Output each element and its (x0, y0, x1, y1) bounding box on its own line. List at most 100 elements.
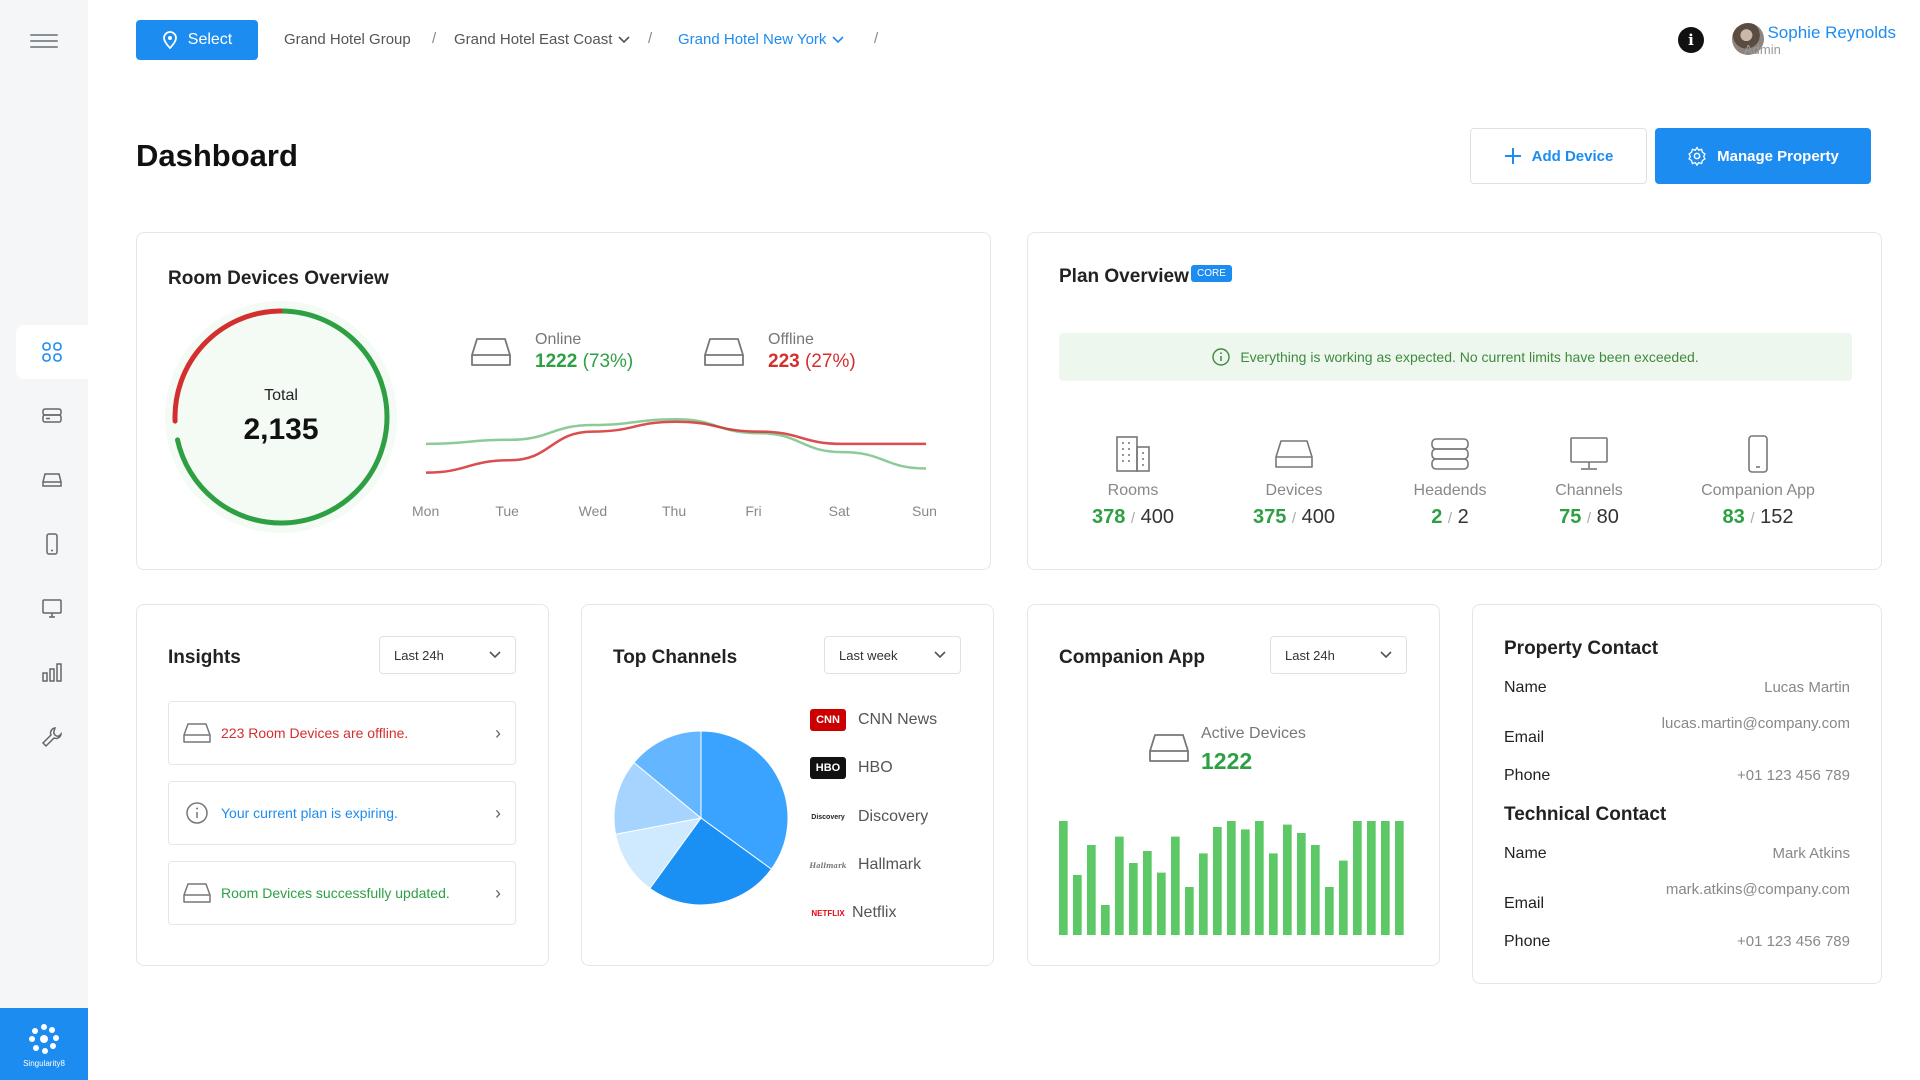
contact-email-link[interactable]: mark.atkins@company.com (1665, 881, 1850, 898)
online-offline-line-chart (425, 418, 927, 474)
companion-title: Companion App (1059, 647, 1205, 668)
bar (1059, 821, 1068, 935)
plan-headends-label: Headends (1413, 482, 1487, 499)
bar (1255, 821, 1264, 935)
phone-icon (1748, 435, 1768, 473)
plan-companion: Companion App 83 / 152 (1683, 433, 1833, 529)
breadcrumb-region-label: Grand Hotel East Coast (454, 31, 613, 48)
online-value: 1222 (535, 351, 578, 372)
topbar: Select Grand Hotel Group / Grand Hotel E… (136, 20, 1920, 60)
companion-range-dropdown[interactable]: Last 24h (1270, 636, 1407, 674)
breadcrumb-region[interactable]: Grand Hotel East Coast (454, 31, 630, 48)
plan-headends-limit: 2 (1457, 506, 1469, 528)
bar (1171, 836, 1180, 935)
day-tick-label: Sat (828, 503, 850, 519)
contact-email-link[interactable]: lucas.martin@company.com (1661, 715, 1850, 732)
chevron-down-icon (832, 35, 844, 43)
property-contact-email: Email lucas.martin@company.com (1504, 715, 1850, 747)
bar (1395, 821, 1404, 935)
plan-channels-label: Channels (1555, 482, 1623, 499)
plan-rooms-limit: 400 (1140, 506, 1175, 528)
manage-property-label: Manage Property (1717, 147, 1839, 165)
insight-offline[interactable]: 223 Room Devices are offline. › (168, 701, 516, 765)
nav-headends-icon[interactable] (16, 389, 88, 443)
channel-discovery: Discovery Discovery (810, 806, 928, 828)
nav-devices-icon[interactable] (16, 453, 88, 507)
active-devices-label: Active Devices (1201, 725, 1306, 742)
chevron-down-icon (489, 651, 501, 659)
property-contact-phone: Phone +01 123 456 789 (1504, 767, 1850, 785)
property-contact-name: Name Lucas Martin (1504, 679, 1850, 697)
online-stat-text: Online 1222 (73%) (535, 331, 633, 373)
channels-range-dropdown[interactable]: Last week (824, 636, 961, 674)
bar (1241, 829, 1250, 935)
server-stack-icon (1431, 438, 1469, 470)
pie-slice (633, 730, 702, 820)
technical-contact-email: Email mark.atkins@company.com (1504, 881, 1850, 913)
bar (1297, 833, 1306, 935)
hamburger-menu-icon[interactable] (30, 30, 58, 52)
nav-wrench-icon[interactable] (16, 709, 88, 763)
channel-cnn-name: CNN News (858, 711, 938, 728)
device-icon (1275, 440, 1313, 468)
contact-value: +01 123 456 789 (1736, 767, 1850, 784)
bar (1367, 821, 1376, 935)
channel-hallmark-name: Hallmark (858, 856, 922, 873)
bar (1353, 821, 1362, 935)
channel-hbo-name: HBO (858, 759, 893, 776)
plan-companion-label: Companion App (1701, 482, 1815, 499)
plan-overview-card: Plan Overview CORE Everything is working… (1027, 232, 1882, 570)
device-icon (471, 338, 511, 366)
nav-dashboard-icon[interactable] (16, 325, 88, 379)
cnn-logo-icon: CNN (810, 709, 846, 731)
hbo-logo-icon: HBO (810, 757, 846, 779)
info-icon[interactable]: i (1678, 27, 1704, 53)
day-tick-label: Thu (662, 503, 687, 519)
user-name[interactable]: Sophie Reynolds (1767, 23, 1896, 42)
contact-key: Name (1504, 845, 1547, 862)
device-icon (1149, 734, 1189, 762)
breadcrumb-property[interactable]: Grand Hotel New York (678, 31, 844, 48)
insight-plan[interactable]: Your current plan is expiring. › (168, 781, 516, 845)
building-icon (1116, 436, 1150, 472)
brand-logo[interactable]: Singularity8 (0, 1008, 88, 1080)
info-circle-icon (1212, 348, 1231, 366)
gear-icon (1688, 146, 1706, 166)
bar (1129, 863, 1138, 935)
channel-cnn: CNN CNN News (810, 709, 937, 731)
nav-phone-icon[interactable] (16, 517, 88, 571)
breadcrumb-separator: / (648, 30, 653, 47)
total-label: Total (264, 387, 298, 404)
insight-updated[interactable]: Room Devices successfully updated. › (168, 861, 516, 925)
offline-label: Offline (768, 331, 814, 348)
day-tick-label: Mon (412, 503, 440, 519)
hallmark-logo-icon: Hallmark (809, 860, 847, 870)
channels-range-value: Last week (839, 647, 898, 663)
manage-property-button[interactable]: Manage Property (1655, 128, 1871, 184)
nav-monitor-icon[interactable] (16, 581, 88, 635)
plan-rooms-used: 378 (1091, 506, 1126, 528)
add-device-label: Add Device (1531, 147, 1614, 165)
chevron-right-icon: › (495, 722, 501, 743)
bar (1101, 905, 1110, 935)
avatar[interactable] (1732, 23, 1764, 55)
select-label: Select (187, 31, 233, 48)
plus-icon (1504, 148, 1521, 164)
bar (1325, 887, 1334, 935)
select-button[interactable]: Select (136, 20, 258, 60)
bar (1157, 872, 1166, 935)
add-device-button[interactable]: Add Device (1470, 128, 1647, 184)
plan-devices-limit: 400 (1301, 506, 1336, 528)
plan-badge: CORE (1191, 265, 1232, 282)
breadcrumb-group[interactable]: Grand Hotel Group (284, 31, 411, 48)
plan-rooms: Rooms 378 / 400 (1058, 433, 1208, 529)
bar (1073, 875, 1082, 935)
device-icon (704, 338, 744, 366)
nav-analytics-icon[interactable] (16, 645, 88, 699)
insights-range-dropdown[interactable]: Last 24h (379, 636, 516, 674)
bar (1227, 821, 1236, 935)
day-tick-label: Tue (495, 503, 519, 519)
plan-alert-text: Everything is working as expected. No cu… (1240, 349, 1699, 365)
companion-app-card: Companion App Last 24h Active Devices 12… (1027, 604, 1440, 966)
device-icon (183, 883, 211, 903)
